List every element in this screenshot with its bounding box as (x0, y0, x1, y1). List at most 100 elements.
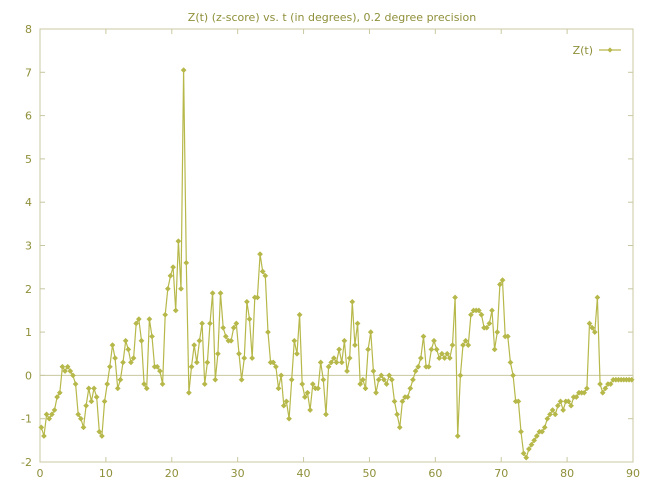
data-point (373, 389, 379, 396)
data-point (565, 398, 572, 405)
y-tick-label: -2 (21, 456, 32, 469)
data-point (304, 389, 311, 396)
data-point (270, 359, 277, 366)
data-point (341, 337, 348, 344)
data-point (238, 376, 245, 383)
data-point (315, 385, 322, 392)
data-point (628, 376, 635, 383)
legend-label: Z(t) (573, 44, 593, 57)
data-point (222, 333, 229, 340)
data-point (64, 363, 71, 370)
data-point (272, 363, 279, 370)
data-point (214, 350, 221, 357)
data-point (354, 320, 361, 327)
data-point (597, 381, 604, 388)
y-tick-label: 8 (25, 23, 32, 36)
data-point (117, 376, 124, 383)
data-point (204, 359, 211, 366)
data-point (48, 411, 55, 418)
data-point (583, 385, 590, 392)
data-point (602, 385, 609, 392)
data-point (504, 333, 511, 340)
data-point (72, 381, 79, 388)
data-point (396, 424, 403, 431)
data-point (547, 411, 553, 418)
data-point (59, 363, 66, 370)
data-point (112, 355, 119, 362)
data-point (404, 394, 411, 401)
data-point (191, 342, 198, 349)
data-point (365, 346, 372, 353)
data-point (557, 398, 564, 405)
data-point (594, 294, 601, 301)
data-point (275, 385, 282, 392)
data-point (383, 381, 390, 388)
data-point (296, 311, 303, 318)
data-point (109, 342, 116, 349)
data-point (299, 381, 306, 388)
data-point (388, 376, 395, 383)
data-point (130, 355, 137, 362)
data-point (309, 381, 316, 388)
data-point (228, 337, 235, 344)
data-point (212, 376, 219, 383)
data-point (320, 376, 327, 383)
series-z-t (38, 67, 635, 461)
data-point (399, 398, 406, 405)
data-point (452, 294, 459, 301)
data-point (193, 359, 200, 366)
data-point (91, 385, 97, 392)
data-point (167, 272, 174, 279)
data-point (380, 376, 387, 383)
data-point (80, 424, 87, 431)
data-point (288, 376, 295, 383)
data-point (333, 359, 340, 366)
data-point (409, 376, 416, 383)
y-tick-label: 5 (25, 153, 32, 166)
data-point (544, 415, 551, 422)
data-point (351, 342, 358, 349)
data-point (425, 363, 432, 370)
x-tick-label: 80 (560, 467, 574, 480)
data-point (483, 324, 490, 331)
data-point (359, 376, 366, 383)
data-point (156, 368, 163, 375)
data-point (457, 372, 464, 379)
x-tick-label: 90 (626, 467, 640, 480)
data-point (199, 320, 206, 327)
data-point (541, 424, 548, 431)
data-point (415, 363, 422, 370)
chart-title: Z(t) (z-score) vs. t (in degrees), 0.2 d… (188, 11, 476, 24)
data-point (336, 346, 343, 353)
data-point (51, 407, 58, 413)
x-tick-label: 70 (494, 467, 508, 480)
data-point (433, 346, 440, 353)
x-tick-label: 50 (362, 467, 376, 480)
data-point (446, 355, 453, 362)
data-point (460, 342, 466, 349)
data-point (38, 424, 45, 431)
data-point (344, 368, 350, 375)
data-point (201, 381, 208, 388)
data-point (599, 389, 606, 396)
data-point (149, 333, 155, 340)
data-point (391, 398, 398, 405)
data-point (209, 290, 216, 297)
data-point (554, 402, 561, 409)
data-point (133, 320, 140, 327)
data-point (494, 329, 501, 336)
data-point (428, 346, 435, 353)
data-point (520, 450, 527, 457)
data-point (533, 433, 540, 439)
data-point (510, 372, 517, 379)
data-point (515, 398, 522, 405)
data-point (67, 368, 74, 375)
data-point (196, 337, 203, 344)
data-point (417, 355, 424, 362)
data-point (259, 268, 266, 275)
data-point (507, 359, 514, 366)
data-point (54, 394, 61, 401)
data-point (185, 389, 192, 396)
data-point (62, 368, 68, 375)
data-point (549, 407, 556, 413)
